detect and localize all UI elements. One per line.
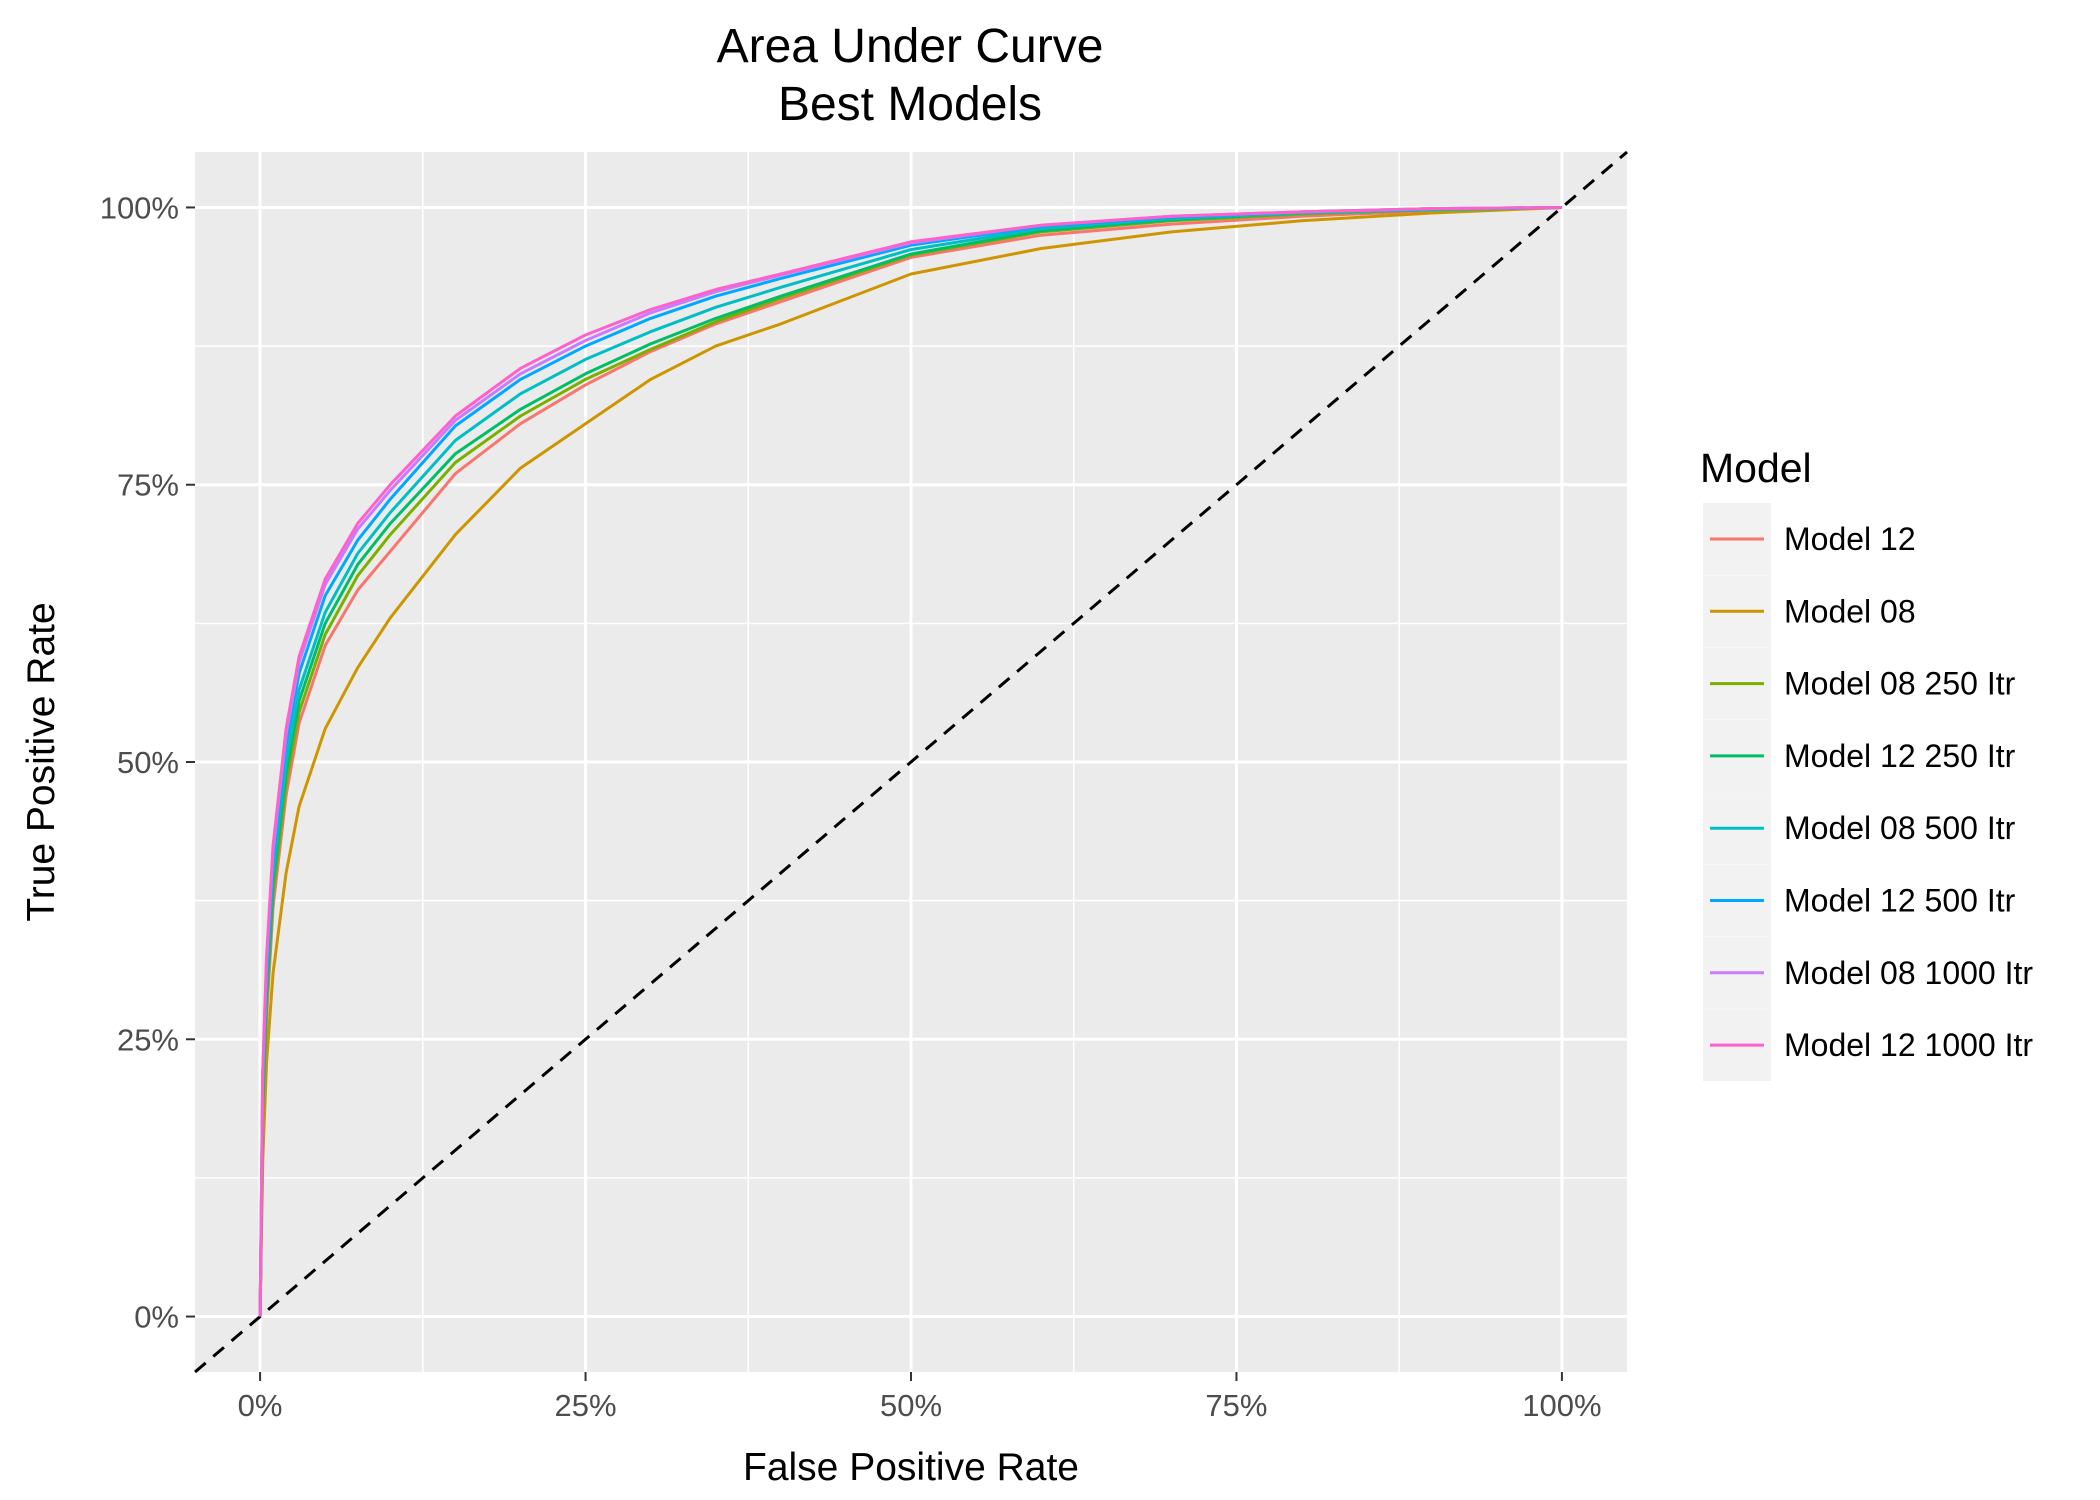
y-tick-label: 100% xyxy=(100,190,179,225)
series-line-8 xyxy=(258,206,1562,1317)
y-tick-label: 75% xyxy=(117,468,179,503)
y-axis: 0% 25% 50% 75% 100% xyxy=(100,190,195,1335)
legend-label: Model 08 xyxy=(1784,593,1916,629)
y-tick-label: 25% xyxy=(117,1022,179,1057)
legend-label: Model 12 250 Itr xyxy=(1784,738,2016,774)
x-tick-label: 50% xyxy=(880,1388,942,1423)
x-tick-label: 25% xyxy=(555,1388,617,1423)
legend-label: Model 08 500 Itr xyxy=(1784,810,2016,846)
chart-title: Area Under Curve xyxy=(717,20,1104,73)
series-line-2 xyxy=(258,206,1562,1317)
legend-label: Model 08 1000 Itr xyxy=(1784,955,2033,991)
legend-label: Model 12 xyxy=(1784,521,1916,557)
y-tick-label: 0% xyxy=(134,1300,179,1335)
legend-title: Model xyxy=(1700,445,1812,491)
diagonal-reference-line xyxy=(194,150,1628,1374)
x-axis: 0% 25% 50% 75% 100% xyxy=(238,1372,1602,1423)
chart-subtitle: Best Models xyxy=(778,78,1042,131)
legend: Model Model 12 Model 08 Model 08 250 Itr Mo… xyxy=(1700,445,2033,1082)
x-tick-label: 100% xyxy=(1522,1388,1601,1423)
legend-label: Model 12 1000 Itr xyxy=(1784,1027,2033,1063)
legend-label: Model 12 500 Itr xyxy=(1784,883,2016,919)
x-tick-label: 0% xyxy=(238,1388,283,1423)
y-tick-label: 50% xyxy=(117,745,179,780)
legend-label: Model 08 250 Itr xyxy=(1784,666,2016,702)
x-tick-label: 75% xyxy=(1205,1388,1267,1423)
x-axis-title: False Positive Rate xyxy=(743,1446,1079,1489)
y-axis-title: True Positive Rate xyxy=(20,602,63,921)
series-lines xyxy=(258,206,1562,1317)
